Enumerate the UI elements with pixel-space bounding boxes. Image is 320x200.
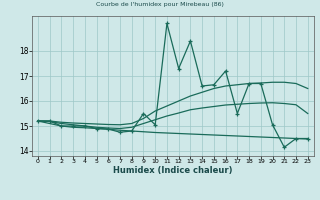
Text: Courbe de l'humidex pour Mirebeau (86): Courbe de l'humidex pour Mirebeau (86) bbox=[96, 2, 224, 7]
X-axis label: Humidex (Indice chaleur): Humidex (Indice chaleur) bbox=[113, 166, 233, 175]
